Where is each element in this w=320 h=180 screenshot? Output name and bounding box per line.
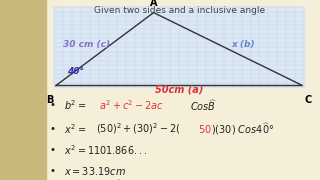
Text: A: A bbox=[150, 0, 157, 8]
Text: $)(30)\ Cos4\widehat{0}°$: $)(30)\ Cos4\widehat{0}°$ bbox=[211, 121, 274, 137]
Text: C: C bbox=[305, 95, 312, 105]
Text: $x^2 = $: $x^2 = $ bbox=[64, 122, 86, 136]
Text: 30 cm (c): 30 cm (c) bbox=[63, 40, 110, 50]
Text: $a^2 + c^2 - 2ac$: $a^2 + c^2 - 2ac$ bbox=[99, 98, 164, 112]
Text: $Cos\widehat{B}$: $Cos\widehat{B}$ bbox=[190, 98, 218, 113]
Text: •: • bbox=[50, 166, 56, 176]
Text: x (b): x (b) bbox=[231, 40, 255, 50]
Text: Given two sides and a inclusive angle: Given two sides and a inclusive angle bbox=[94, 6, 265, 15]
Bar bbox=[54, 7, 304, 87]
Text: 50cm (a): 50cm (a) bbox=[155, 84, 204, 94]
Text: $(50)^2+(30)^2-2($: $(50)^2+(30)^2-2($ bbox=[96, 121, 181, 136]
Text: •: • bbox=[50, 124, 56, 134]
Text: B: B bbox=[46, 95, 54, 105]
Text: $x^2 = 1101.866...$: $x^2 = 1101.866...$ bbox=[64, 143, 148, 157]
Text: •: • bbox=[50, 100, 56, 110]
Text: $50$: $50$ bbox=[198, 123, 212, 135]
Text: •: • bbox=[50, 145, 56, 155]
Text: $b^2 = $: $b^2 = $ bbox=[64, 98, 87, 112]
Bar bbox=[0, 0, 46, 180]
Text: 40°: 40° bbox=[67, 68, 84, 76]
Text: $x = 33.19cm$: $x = 33.19cm$ bbox=[64, 165, 126, 177]
